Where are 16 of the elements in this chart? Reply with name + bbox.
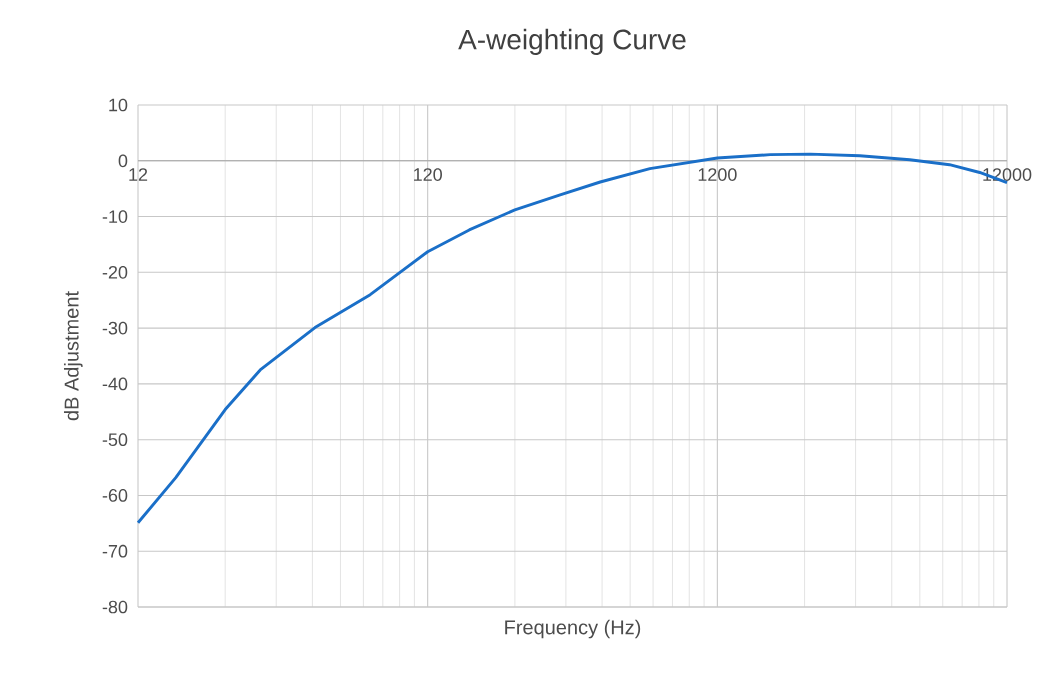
y-tick-label: 0: [118, 154, 128, 168]
y-tick-label: -50: [102, 433, 128, 447]
y-axis-title: dB Adjustment: [63, 291, 83, 421]
chart-title: A-weighting Curve: [458, 28, 686, 55]
x-tick-label: 120: [414, 168, 442, 181]
x-tick-label: 1200: [698, 168, 737, 181]
x-axis-title: Frequency (Hz): [505, 619, 641, 639]
y-tick-label: -40: [102, 377, 128, 391]
x-tick-label: 12: [129, 168, 148, 181]
y-tick-label: -20: [102, 265, 128, 279]
y-tick-label: -60: [102, 489, 128, 502]
y-tick-label: -80: [102, 600, 128, 614]
y-tick-label: -10: [102, 210, 128, 223]
y-tick-label: -70: [102, 544, 128, 558]
y-tick-label: 10: [109, 98, 128, 112]
y-tick-label: -30: [102, 321, 128, 335]
